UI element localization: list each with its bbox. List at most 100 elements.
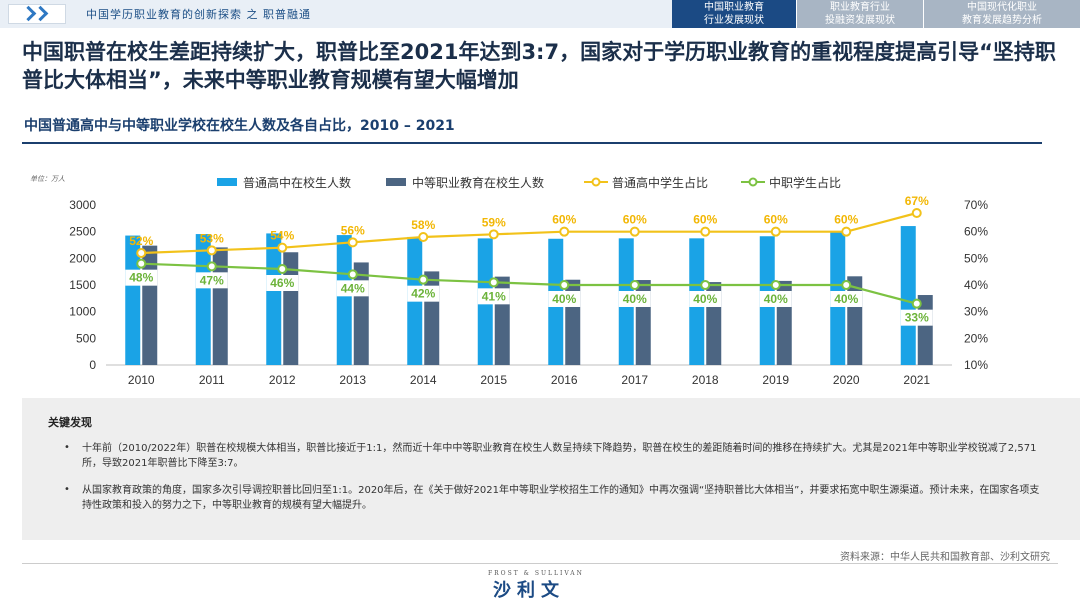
data-label-high-school-share: 56% [341,223,365,237]
data-label-high-school-share: 59% [482,215,506,229]
legend-label: 中职学生占比 [769,175,841,190]
tab-label: 职业教育行业 [830,2,890,13]
x-tick-label: 2010 [128,373,155,387]
y-left-tick-label: 1500 [69,278,96,292]
finding-item: 十年前（2010/2022年）职普在校规模大体相当，职普比接近于1:1，然而近十… [82,443,1037,469]
data-label-vocational-share: 40% [764,292,788,306]
chart-subtitle: 中国普通高中与中等职业学校在校生人数及各自占比，2010 – 2021 [24,118,455,134]
x-tick-label: 2018 [692,373,719,387]
line-series [136,208,922,309]
data-label-vocational-share: 44% [341,281,365,295]
x-tick-label: 2012 [269,373,296,387]
unit-label: 单位：万人 [30,175,65,183]
line-marker [347,269,358,280]
x-tick-label: 2021 [903,373,930,387]
line-marker [136,258,147,269]
y-right-tick-label: 30% [964,305,988,319]
tab-label: 中国职业教育 [704,2,764,13]
line-marker [418,274,429,285]
data-label-vocational-share: 42% [411,287,435,301]
data-label-box [336,280,369,297]
data-label-high-school-share: 60% [764,213,788,227]
footer-divider [22,563,1058,564]
y-right-tick-label: 10% [964,358,988,372]
y-left-tick-label: 3000 [69,198,96,212]
line-marker [841,280,852,290]
section-logo [8,4,66,24]
tab-industry-status[interactable]: 中国职业教育 行业发展现状 [672,0,796,28]
line-marker [488,229,499,240]
data-label-high-school-share: 53% [200,231,224,245]
data-labels: 52% 53% 54% 56% 58% 59% 60% 60% 60% 60% 60% 67% 48% 4… [125,194,933,326]
data-label-high-school-share: 58% [411,218,435,232]
page-title: 中国职普在校生差距持续扩大，职普比至2021年达到3:7，国家对于学历职业教育的… [22,40,1056,92]
data-label-high-school-share: 60% [623,213,647,227]
bar-series [125,226,933,365]
line-marker [488,277,499,288]
data-label-box [125,269,158,286]
data-label-high-school-share: 60% [693,213,717,227]
line-marker [559,280,570,290]
tab-label: 教育发展趋势分析 [962,15,1042,26]
y-left-tick-label: 2500 [69,225,96,239]
line-marker [559,226,570,237]
data-label-high-school-share: 60% [552,213,576,227]
bar-high-school [266,233,282,365]
legend-swatch [386,178,406,186]
source-note: 资料来源：中华人民共和国教育部、沙利文研究 [840,552,1050,563]
y-left-tick-label: 500 [76,331,96,345]
line-high-school-share [141,211,918,255]
data-label-vocational-share: 40% [834,292,858,306]
breadcrumb: 中国学历职业教育的创新探索 之 职普融通 [86,8,311,21]
top-bar: 中国学历职业教育的创新探索 之 职普融通 中国职业教育 行业发展现状 职业教育行… [0,0,1080,28]
data-label-vocational-share: 40% [623,292,647,306]
line-marker [700,226,711,237]
y-right-tick-label: 40% [964,278,988,292]
legend-label: 普通高中在校生人数 [243,175,351,190]
y-left-tick-label: 0 [89,358,96,372]
data-label-box [195,272,228,289]
legend-swatch [217,178,237,186]
findings-panel [22,398,1080,540]
data-label-vocational-share: 40% [693,292,717,306]
enrollment-chart: 单位：万人 普通高中在校生人数 中等职业教育在校生人数 普通高中学生占比 中职学生占比… [30,175,988,387]
data-label-vocational-share: 47% [200,273,224,287]
x-tick-label: 2013 [339,373,366,387]
data-label-box [759,291,792,307]
brand-tagline: FROST & SULLIVAN [488,570,584,577]
x-tick-label: 2015 [480,373,507,387]
data-label-box [477,288,510,305]
subtitle-divider [22,142,1042,144]
tab-investment-status[interactable]: 职业教育行业 投融资发展现状 [797,0,923,28]
line-marker [700,280,711,290]
breadcrumb-background [0,0,672,28]
line-marker [770,226,781,237]
x-tick-label: 2017 [621,373,648,387]
y-right-tick-label: 60% [964,225,988,239]
tab-trend-analysis[interactable]: 中国现代化职业 教育发展趋势分析 [924,0,1080,28]
finding-item: 从国家教育政策的角度，国家多次引导调控职普比回归至1:1。2020年后，在《关于… [82,485,1040,511]
line-marker [277,264,288,274]
data-label-high-school-share: 52% [129,234,153,248]
x-tick-label: 2014 [410,373,437,387]
line-marker [770,280,781,290]
bar-high-school [125,235,141,365]
chart-axes: 0 500 1000 1500 2000 2500 3000 10% 20% 30% 40% 50% 6… [69,198,988,387]
data-label-vocational-share: 33% [905,311,929,325]
x-tick-label: 2020 [833,373,860,387]
line-marker [629,226,640,237]
data-label-box [548,291,581,307]
legend-label: 普通高中学生占比 [612,175,708,190]
x-tick-label: 2016 [551,373,578,387]
data-label-high-school-share: 60% [834,213,858,227]
line-marker [277,242,288,253]
bar-high-school [336,235,352,365]
line-marker [418,232,429,242]
bar-vocational [424,271,440,365]
tab-label: 中国现代化职业 [967,2,1037,13]
data-label-vocational-share: 40% [552,292,576,306]
data-label-high-school-share: 54% [270,229,294,243]
line-vocational-share [141,262,918,305]
data-label-box [407,285,440,302]
bullet-icon: • [64,484,70,495]
